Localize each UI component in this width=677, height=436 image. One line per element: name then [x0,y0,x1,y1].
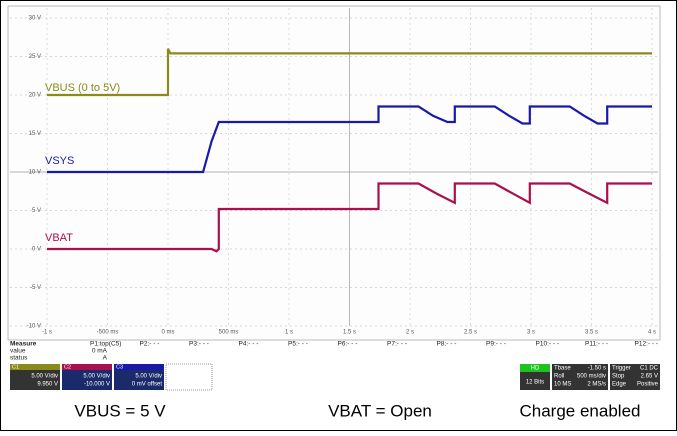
y-tick-label: 25 V [29,54,41,60]
y-tick-label: -5 V [30,285,41,291]
param-label: P1:top(C5) [90,341,121,348]
trigger-box [610,364,660,390]
x-tick-label: -1 s [42,330,52,336]
param-label: P11:- - - [585,341,608,348]
trigger-text: Positive [637,382,659,388]
y-tick-label: 20 V [29,93,41,99]
trigger-text: C1 DC [640,366,659,372]
y-tick-label: 0 V [32,247,41,253]
x-tick-label: 1.5 s [343,330,356,336]
y-tick-label: 5 V [32,208,41,214]
p1-status: A [103,355,108,362]
y-tick-label: 15 V [29,131,41,137]
channel-scale: 5.00 V/div [31,374,58,380]
timebase-text: 2 MS/s [587,382,606,388]
hd-badge [520,364,550,372]
caption: VBUS = 5 V [74,401,166,420]
timebase-text: 10 MS [554,382,571,388]
trace-label: VBAT [45,232,73,244]
x-tick-label: 3.5 s [585,330,598,336]
param-label: P4:- - - [239,341,259,348]
channel-offset: -10.000 V [84,382,110,388]
x-tick-label: 500 ms [219,330,239,336]
channel-header [10,364,60,370]
y-tick-label: 30 V [29,16,41,22]
caption: Charge enabled [520,401,641,420]
scope-panel: Measure value status 0 mA A P1:top(C5) P2… [10,341,660,391]
x-tick-label: 2.5 s [464,330,477,336]
timebase-text: Roll [554,374,564,380]
x-tick-label: 4 s [648,330,656,336]
trigger-text: 2.65 V [641,374,658,380]
x-tick-label: 2 s [406,330,414,336]
trigger-text: Trigger [612,366,631,372]
channel-scale: 5.00 V/div [135,374,162,380]
trace [47,105,652,174]
y-tick-label: -10 V [27,324,41,330]
acq-box [520,372,550,390]
empty-box [165,363,213,391]
channel-name: C3 [116,364,123,370]
param-label: P10:- - - [536,341,559,348]
channel-box [10,370,60,390]
param-label: P3:- - - [189,341,209,348]
param-label: P6:- - - [338,341,358,348]
channel-offset: 0 mV offset [132,382,163,388]
trigger-text: Edge [612,382,627,388]
p1-value: 0 mA [92,348,108,355]
x-tick-label: 1 s [285,330,293,336]
x-tick-label: 0 ms [161,330,174,336]
timebase-text: Tbase [554,366,571,372]
param-label: P9:- - - [486,341,506,348]
trace [47,182,652,253]
y-tick-label: 10 V [29,170,41,176]
channel-box [114,370,164,390]
timebase-text: -1.50 s [588,366,606,372]
plot: 30 V 25 V 20 V 15 V 10 V 5 V 0 V -5 V -10 V-1 s -… [10,8,658,336]
x-tick-label: 3 s [527,330,535,336]
param-label: P12:- - - [635,341,658,348]
timebase-text: 500 ms/div [577,374,606,380]
trace-label: VBUS (0 to 5V) [45,82,120,94]
channel-box [62,370,112,390]
acq-mode: HD [531,366,540,372]
acq-bits: 12 Bits [526,380,544,386]
channel-name: C2 [64,364,71,370]
param-label: P5:- - - [288,341,308,348]
measure-label: value [10,348,26,355]
param-label: P8:- - - [437,341,457,348]
channel-offset: 9.950 V [37,382,58,388]
channel-scale: 5.00 V/div [83,374,110,380]
trace [47,48,652,97]
channel-header [114,364,164,370]
x-tick-label: -500 ms [97,330,119,336]
timebase-box [552,364,608,390]
caption: VBAT = Open [328,401,432,420]
channel-name: C1 [12,364,19,370]
channel-header [62,364,112,370]
measure-label: Measure [10,341,37,348]
trace-label: VSYS [45,155,74,167]
measure-label: status [10,355,28,362]
param-label: P2:- - - [140,341,160,348]
param-label: P7:- - - [387,341,407,348]
trigger-text: Stop [612,374,625,380]
